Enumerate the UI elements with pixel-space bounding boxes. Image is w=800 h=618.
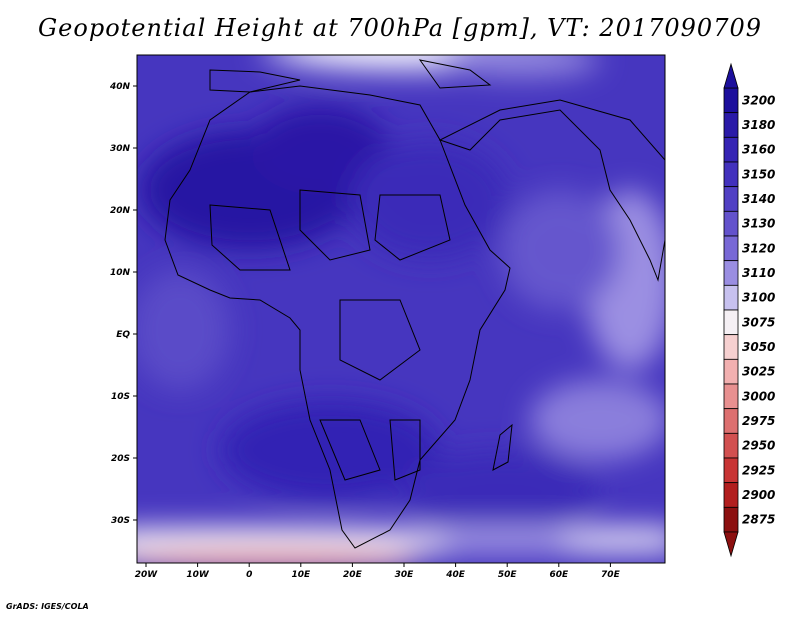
lon-tick-label: 20W	[135, 570, 159, 580]
colorbar-level-label: 3000	[742, 389, 775, 403]
colorbar-segment	[723, 334, 739, 360]
lon-tick-label: 10E	[291, 570, 311, 580]
lat-tick-label: EQ	[116, 330, 130, 340]
colorbar-segment	[723, 358, 739, 385]
colorbar-level-label: 2950	[742, 439, 775, 453]
colorbar-segment	[723, 506, 739, 533]
colorbar-level-label: 3025	[742, 365, 775, 379]
lon-tick-label: 40E	[445, 570, 466, 580]
longitude-axis: 20W 10W 0 10E 20E 30E 40E 50E 60E 70E	[135, 563, 621, 580]
colorbar-level-label: 3180	[742, 118, 775, 132]
colorbar-level-label: 2900	[742, 488, 775, 502]
colorbar-segment	[723, 260, 739, 286]
colorbar-top-arrow	[723, 62, 739, 89]
lat-tick-label: 30N	[110, 144, 131, 154]
lat-tick-label: 20N	[110, 206, 131, 216]
colorbar-segment	[723, 482, 739, 508]
colorbar-segment	[723, 161, 739, 188]
colorbar-level-label: 3050	[742, 340, 775, 354]
colorbar-segment	[723, 432, 739, 459]
latitude-axis: 40N 30N 20N 10N EQ 10S 20S 30S	[109, 82, 137, 526]
colorbar-level-label: 3200	[742, 93, 775, 107]
colorbar-bottom-arrow	[723, 531, 739, 558]
lat-tick-label: 20S	[111, 454, 130, 464]
colorbar-segment	[723, 87, 739, 114]
colorbar-level-label: 2925	[742, 463, 775, 477]
colorbar: 3200 3180 3160 3150 3140 3130 3120 3110 3100 3075…	[723, 62, 775, 558]
lon-tick-label: 70E	[601, 570, 621, 580]
lat-tick-label: 10N	[110, 268, 131, 278]
lon-tick-label: 30E	[395, 570, 415, 580]
colorbar-level-label: 3140	[742, 192, 775, 206]
lon-tick-label: 0	[246, 570, 252, 580]
lon-tick-label: 50E	[498, 570, 518, 580]
colorbar-segment	[723, 186, 739, 212]
lon-tick-label: 10W	[186, 570, 210, 580]
map-title: Geopotential Height at 700hPa [gpm], VT:…	[38, 14, 762, 42]
colorbar-segment	[723, 210, 739, 237]
lon-tick-label: 60E	[549, 570, 569, 580]
height-field	[137, 55, 665, 563]
colorbar-segment	[723, 112, 739, 138]
plot-frame	[136, 54, 666, 564]
colorbar-level-label: 3130	[742, 217, 775, 231]
colorbar-level-label: 3075	[742, 315, 775, 329]
colorbar-level-label: 3110	[742, 266, 775, 280]
colorbar-segment	[723, 408, 739, 434]
colorbar-segment	[723, 309, 739, 336]
colorbar-level-label: 3150	[742, 167, 775, 181]
colorbar-level-label: 3120	[742, 241, 775, 255]
colorbar-level-label: 3160	[742, 143, 775, 157]
lat-tick-label: 10S	[111, 392, 130, 402]
colorbar-segment	[723, 457, 739, 484]
lat-tick-label: 40N	[109, 82, 131, 92]
colorbar-segment	[723, 284, 739, 311]
coastlines	[164, 59, 665, 549]
colorbar-level-label: 2975	[742, 414, 775, 428]
colorbar-level-label: 3100	[742, 291, 775, 305]
lon-tick-label: 20E	[343, 570, 363, 580]
lat-tick-label: 30S	[111, 516, 130, 526]
grads-credit: GrADS: IGES/COLA	[6, 602, 89, 611]
colorbar-segment	[723, 136, 739, 163]
colorbar-segment	[723, 383, 739, 410]
colorbar-level-label: 2875	[742, 513, 775, 527]
colorbar-segment	[723, 235, 739, 262]
